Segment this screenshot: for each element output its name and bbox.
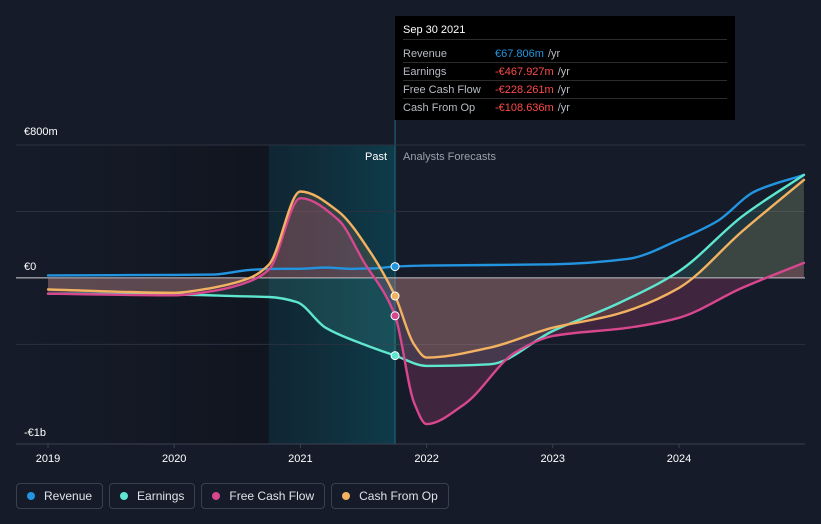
legend-dot-icon [27, 492, 35, 500]
tooltip-unit: /yr [557, 84, 570, 96]
y-tick-label: €800m [24, 126, 58, 138]
tooltip-value: -€108.636m [495, 102, 554, 114]
legend-dot-icon [212, 492, 221, 500]
legend-dot-icon [120, 492, 129, 500]
past-band [268, 145, 396, 444]
forecast-label: Analysts Forecasts [403, 151, 496, 163]
line-revenue [46, 173, 806, 277]
x-tick-label: 2024 [667, 453, 691, 465]
marker-cash-from-op [390, 291, 400, 301]
tooltip-value: -€467.927m [495, 66, 554, 78]
tooltip-row-cash-from-op: Cash From Op -€108.636m/yr [403, 100, 727, 116]
tooltip-row-revenue: Revenue €67.806m/yr [403, 46, 727, 63]
tooltip-row-free-cash-flow: Free Cash Flow -€228.261m/yr [403, 82, 727, 99]
data-tooltip: Sep 30 2021 Revenue €67.806m/yr Earnings -€… [395, 16, 735, 120]
tooltip-value: €67.806m [495, 48, 544, 60]
area-cash-from-op [48, 179, 804, 358]
tooltip-unit: /yr [557, 102, 570, 114]
legend-item-free-cash-flow[interactable]: Free Cash Flow [201, 483, 326, 509]
legend-item-revenue[interactable]: Revenue [16, 483, 104, 509]
area-earnings [48, 174, 804, 366]
tooltip-label: Cash From Op [403, 102, 476, 114]
tooltip-label: Revenue [403, 48, 448, 60]
tooltip-row-earnings: Earnings -€467.927m/yr [403, 64, 727, 81]
tooltip-date: Sep 30 2021 [403, 24, 727, 40]
tooltip-label: Earnings [403, 66, 447, 78]
tooltip-unit: /yr [557, 66, 570, 78]
past-label: Past [365, 151, 387, 163]
marker-revenue [390, 262, 400, 272]
tooltip-label: Free Cash Flow [403, 84, 481, 96]
y-tick-label: €0 [24, 261, 36, 273]
marker-earnings [390, 351, 400, 361]
x-tick-label: 2020 [162, 453, 186, 465]
chart-legend: Revenue Earnings Free Cash Flow Cash From O… [16, 483, 449, 509]
y-tick-label: -€1b [24, 427, 46, 439]
legend-item-cash-from-op[interactable]: Cash From Op [331, 483, 449, 509]
marker-free-cash-flow [390, 311, 400, 321]
tooltip-unit: /yr [547, 48, 561, 60]
x-tick-label: 2023 [541, 453, 565, 465]
area-free-cash-flow [48, 198, 804, 425]
legend-label: Revenue [44, 489, 93, 503]
legend-label: Earnings [137, 489, 185, 503]
tooltip-value: -€228.261m [495, 84, 554, 96]
legend-label: Free Cash Flow [229, 489, 315, 503]
legend-item-earnings[interactable]: Earnings [109, 483, 196, 509]
legend-label: Cash From Op [359, 489, 438, 503]
x-tick-label: 2022 [414, 453, 438, 465]
x-tick-label: 2019 [36, 453, 60, 465]
legend-dot-icon [342, 492, 351, 500]
x-tick-label: 2021 [288, 453, 312, 465]
line-free-cash-flow [46, 197, 806, 426]
